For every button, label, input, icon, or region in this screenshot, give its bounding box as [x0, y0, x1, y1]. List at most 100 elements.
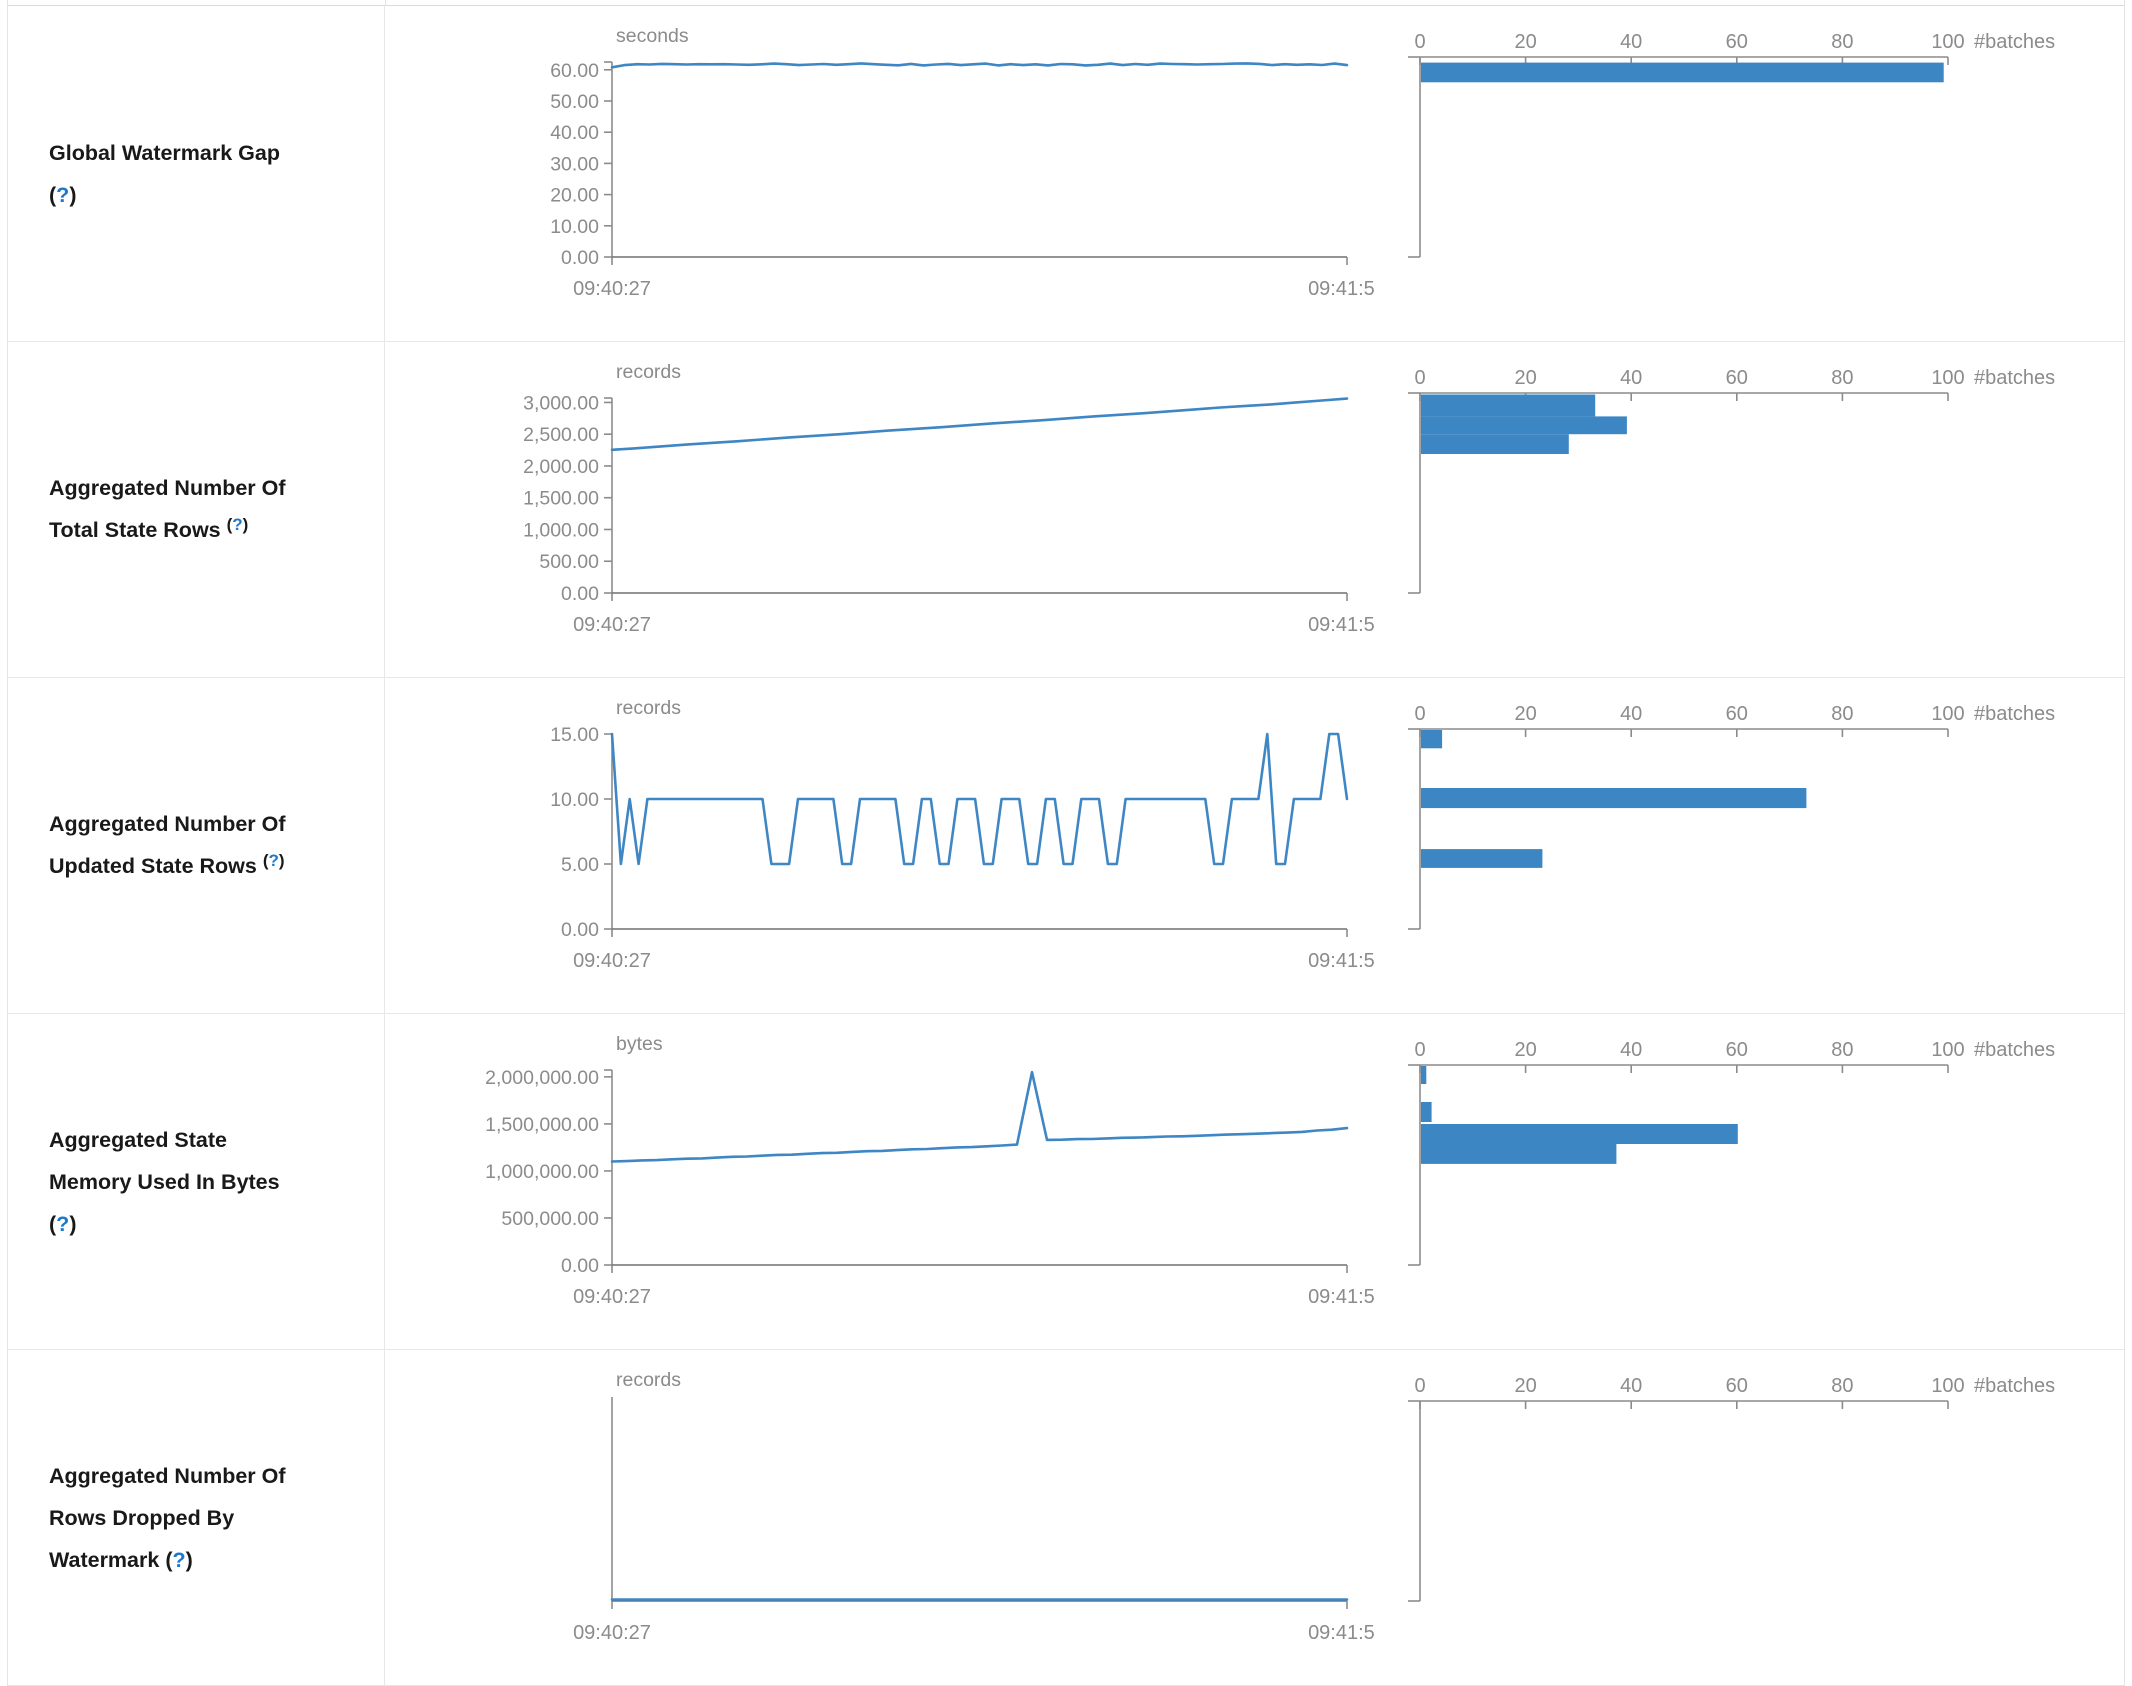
- y-axis-tick-label: 1,500.00: [523, 488, 599, 510]
- help-tooltip-link[interactable]: (?): [49, 182, 77, 207]
- histogram-bar: [1421, 1144, 1617, 1164]
- hist-axis-tick-label: 40: [1620, 367, 1642, 389]
- histogram-bar: [1421, 1066, 1427, 1084]
- y-axis-tick-label: 500.00: [539, 551, 599, 573]
- histogram-bar: [1421, 1102, 1432, 1122]
- hist-axis-tick-label: 60: [1726, 1039, 1748, 1061]
- batches-axis-label: #batches: [1974, 1039, 2055, 1061]
- y-axis-tick-label: 0.00: [561, 583, 599, 605]
- histogram-bar: [1421, 416, 1627, 435]
- timeline-chart-cell: records 3,000.00 2,500.00 2,000.00 1,500.00 1…: [385, 342, 1375, 677]
- batches-axis-label: #batches: [1974, 703, 2055, 725]
- help-tooltip-link[interactable]: (?): [165, 1547, 193, 1572]
- hist-axis-tick-label: 20: [1514, 1375, 1536, 1397]
- histogram-cell: 0 20 40 60 80 100 #batches: [1375, 1014, 2125, 1349]
- y-axis-tick-label: 20.00: [550, 185, 599, 207]
- metric-label-cell: Aggregated Number Of Total State Rows (?…: [8, 342, 385, 677]
- metric-row-updated-state-rows: Aggregated Number Of Updated State Rows …: [8, 678, 2124, 1014]
- y-axis-tick-label: 1,000.00: [523, 519, 599, 541]
- hist-axis-tick-label: 80: [1831, 703, 1853, 725]
- metric-label: Aggregated Number Of Rows Dropped By Wat…: [49, 1463, 286, 1572]
- hist-axis-tick-label: 60: [1726, 1375, 1748, 1397]
- hist-axis-tick-label: 100: [1931, 1039, 1964, 1061]
- y-axis-tick-label: 30.00: [550, 153, 599, 175]
- hist-axis-tick-label: 0: [1414, 1039, 1425, 1061]
- histogram-bar: [1421, 394, 1596, 417]
- timeline-chart-global-watermark-gap: seconds 60.00 50.00 40.00 30.00 20.00 10.00 0.0…: [550, 25, 1375, 300]
- y-axis-tick-label: 3,000.00: [523, 392, 599, 414]
- metric-label: Aggregated Number Of Total State Rows: [49, 475, 286, 542]
- series-line: [610, 732, 1349, 866]
- histogram-bar: [1421, 62, 1944, 83]
- metric-label-cell: Aggregated Number Of Updated State Rows …: [8, 678, 385, 1013]
- hist-axis-tick-label: 0: [1414, 31, 1425, 53]
- histogram-chart-global-watermark-gap: 0 20 40 60 80 100 #batches: [1408, 31, 2055, 258]
- timeline-chart-updated-state-rows: records 15.00 10.00 5.00 0.00 09:40:27 09:41:5…: [550, 697, 1375, 972]
- help-tooltip-link[interactable]: (?): [49, 1211, 77, 1236]
- x-axis-end-label: 09:41:56: [1308, 1622, 1375, 1644]
- y-axis-tick-label: 10.00: [550, 789, 599, 811]
- histogram-cell: 0 20 40 60 80 100 #batches: [1375, 6, 2125, 341]
- metric-label: Aggregated Number Of Updated State Rows: [49, 811, 286, 878]
- x-axis-start-label: 09:40:27: [573, 614, 651, 636]
- unit-label: records: [616, 361, 681, 383]
- hist-axis-tick-label: 0: [1414, 703, 1425, 725]
- question-mark: ?: [56, 1211, 70, 1236]
- hist-axis-tick-label: 100: [1931, 367, 1964, 389]
- hist-axis-tick-label: 40: [1620, 1375, 1642, 1397]
- y-axis-tick-label: 10.00: [550, 216, 599, 238]
- unit-label: records: [616, 697, 681, 719]
- hist-axis-tick-label: 20: [1514, 367, 1536, 389]
- hist-axis-tick-label: 0: [1414, 367, 1425, 389]
- timeline-chart-cell: seconds 60.00 50.00 40.00 30.00 20.00 10.00 0.0…: [385, 6, 1375, 341]
- metric-label-cell: Global Watermark Gap (?): [8, 6, 385, 341]
- hist-axis-tick-label: 100: [1931, 31, 1964, 53]
- histogram-chart-total-state-rows: 0 20 40 60 80 100 #batches: [1408, 367, 2055, 594]
- series-line: [610, 1070, 1349, 1163]
- timeline-chart-rows-dropped-by-watermark: records 09:40:27 09:41:56: [573, 1369, 1375, 1644]
- timeline-chart-total-state-rows: records 3,000.00 2,500.00 2,000.00 1,500.00 1…: [523, 361, 1375, 636]
- series-line: [610, 62, 1349, 69]
- y-axis-tick-label: 0.00: [561, 919, 599, 941]
- metric-row-rows-dropped-by-watermark: Aggregated Number Of Rows Dropped By Wat…: [8, 1350, 2124, 1685]
- y-axis-tick-label: 500,000.00: [501, 1208, 599, 1230]
- x-axis-start-label: 09:40:27: [573, 1286, 651, 1308]
- metric-row-total-state-rows: Aggregated Number Of Total State Rows (?…: [8, 342, 2124, 678]
- y-axis-tick-label: 2,000.00: [523, 456, 599, 478]
- hist-axis-tick-label: 20: [1514, 31, 1536, 53]
- help-tooltip-link[interactable]: (?): [262, 850, 285, 870]
- help-tooltip-link[interactable]: (?): [226, 514, 249, 534]
- hist-axis-tick-label: 100: [1931, 1375, 1964, 1397]
- metric-row-global-watermark-gap: Global Watermark Gap (?) seconds 60.00 50.0…: [8, 6, 2124, 342]
- histogram-bar: [1421, 849, 1543, 868]
- histogram-cell: 0 20 40 60 80 100 #batches: [1375, 1350, 2125, 1685]
- hist-axis-tick-label: 40: [1620, 1039, 1642, 1061]
- y-axis-tick-label: 0.00: [561, 1255, 599, 1277]
- y-axis-tick-label: 1,500,000.00: [485, 1114, 599, 1136]
- hist-axis-tick-label: 40: [1620, 703, 1642, 725]
- y-axis-tick-label: 1,000,000.00: [485, 1161, 599, 1183]
- metric-label: Aggregated State Memory Used In Bytes: [49, 1127, 280, 1194]
- unit-label: seconds: [616, 25, 689, 47]
- histogram-bar: [1421, 788, 1807, 809]
- y-axis-tick-label: 50.00: [550, 91, 599, 113]
- hist-axis-tick-label: 0: [1414, 1375, 1425, 1397]
- y-axis-tick-label: 0.00: [561, 247, 599, 269]
- timeline-chart-cell: records 15.00 10.00 5.00 0.00 09:40:27 09:41:5…: [385, 678, 1375, 1013]
- previous-row-sliver: [7, 0, 2125, 5]
- question-mark: ?: [232, 514, 243, 534]
- hist-axis-tick-label: 60: [1726, 31, 1748, 53]
- hist-axis-tick-label: 20: [1514, 1039, 1536, 1061]
- histogram-bar: [1421, 1124, 1738, 1144]
- hist-axis-tick-label: 80: [1831, 367, 1853, 389]
- hist-axis-tick-label: 60: [1726, 367, 1748, 389]
- batches-axis-label: #batches: [1974, 1375, 2055, 1397]
- metric-label-cell: Aggregated Number Of Rows Dropped By Wat…: [8, 1350, 385, 1685]
- timeline-chart-state-memory-bytes: bytes 2,000,000.00 1,500,000.00 1,000,000.0…: [485, 1033, 1375, 1308]
- timeline-chart-cell: records 09:40:27 09:41:56: [385, 1350, 1375, 1685]
- hist-axis-tick-label: 20: [1514, 703, 1536, 725]
- timeline-chart-cell: bytes 2,000,000.00 1,500,000.00 1,000,000.0…: [385, 1014, 1375, 1349]
- question-mark: ?: [268, 850, 279, 870]
- hist-axis-tick-label: 80: [1831, 1039, 1853, 1061]
